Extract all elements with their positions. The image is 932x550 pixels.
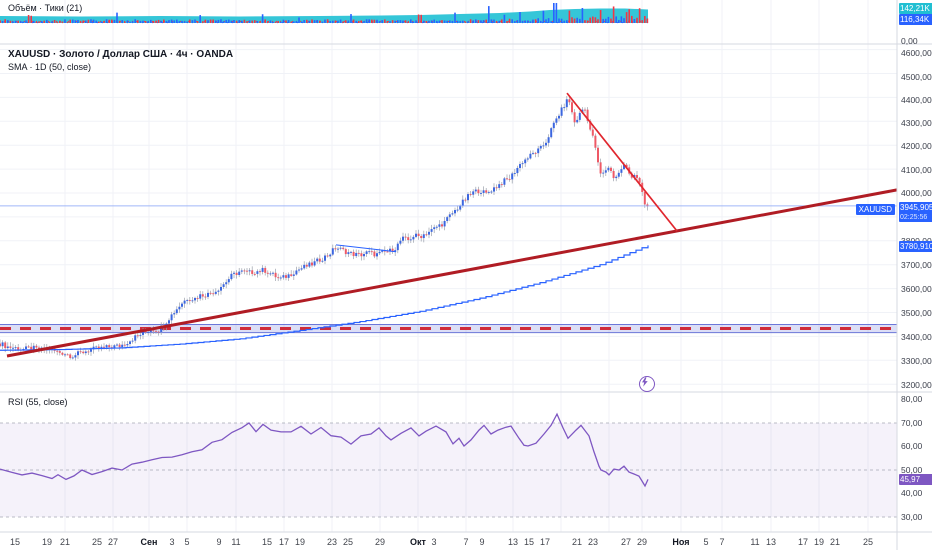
time-axis-label: 29 [374,537,386,547]
sma-line [0,245,649,351]
volume-indicator-label[interactable]: Объём · Тики (21) [8,3,83,13]
sma-value-badge: 3780,910 [899,241,932,252]
price-axis-label: 4000,000 [901,188,932,198]
time-axis-label: 29 [636,537,648,547]
sma-indicator-label[interactable]: SMA · 1D (50, close) [8,62,92,72]
time-axis-label: 23 [587,537,599,547]
rsi-value-badge: 45,97 [899,474,932,485]
time-axis-label: 27 [620,537,632,547]
last-price-value: 3945,905 [900,203,932,212]
rsi-legend: RSI (55, close) [8,397,68,407]
time-axis-label: 15 [523,537,535,547]
time-axis-label: 11 [231,537,241,547]
price-axis-label: 4500,000 [901,72,932,82]
descending-trendline[interactable] [566,92,678,232]
volume-value-badge: 116,34K [899,14,932,25]
mini-blue-trendline[interactable] [335,244,397,253]
time-axis-label: 17 [539,537,551,547]
rsi-axis-label: 30,00 [901,512,923,522]
time-axis-label: 19 [294,537,306,547]
volume-legend: Объём · Тики (21) [8,3,82,13]
ascending-trendline[interactable] [6,188,898,358]
last-price-badge: 3945,905 02:25:56 [899,202,932,222]
time-axis-label: 19 [813,537,825,547]
time-axis-label: 9 [479,537,485,547]
price-axis-label: 3500,000 [901,308,932,318]
symbol-price-label-badge: XAUUSD [855,204,895,215]
price-axis-label: 4200,000 [901,141,932,151]
time-axis-label: 21 [829,537,841,547]
rsi-axis-label: 40,00 [901,488,923,498]
time-axis-label: 17 [278,537,290,547]
time-axis-label: 19 [41,537,53,547]
rsi-axis-label: 70,00 [901,418,923,428]
time-axis-label: 5 [184,537,190,547]
time-axis-label: Сен [140,537,158,547]
main-legend: XAUUSD · Золото / Доллар США · 4ч · OAND… [8,49,233,72]
time-axis-label: 25 [342,537,354,547]
candlestick-series [0,95,649,361]
time-axis-label: 11 [750,537,760,547]
time-axis-label: 21 [571,537,583,547]
symbol-title[interactable]: XAUUSD · Золото / Доллар США · 4ч · OAND… [8,49,234,60]
price-axis-label: 3200,000 [901,380,932,390]
time-axis-label: 3 [169,537,175,547]
time-axis-label: 25 [91,537,103,547]
time-axis-label: 7 [719,537,725,547]
time-axis-label: 17 [797,537,809,547]
time-axis-label: 15 [261,537,273,547]
time-axis-label: 23 [326,537,338,547]
volume-series [0,3,649,24]
volume-ma-badge: 142,21K [899,3,932,14]
rsi-indicator-label[interactable]: RSI (55, close) [8,397,68,407]
time-axis-label: 25 [862,537,874,547]
time-axis-label: 5 [703,537,709,547]
price-axis-label: 0,00 [901,36,918,46]
time-axis-label: 9 [216,537,222,547]
time-axis-label: 13 [765,537,777,547]
time-axis-label: Ноя [672,537,690,547]
price-axis-label: 3600,000 [901,284,932,294]
time-axis-label: 27 [107,537,119,547]
time-axis-label: Окт [410,537,426,547]
rsi-axis-label: 60,00 [901,441,923,451]
lightning-icon [642,377,648,387]
price-axis-label: 4100,000 [901,165,932,175]
rsi-band [0,422,897,518]
price-axis-label: 3400,000 [901,332,932,342]
rsi-line [0,412,649,488]
time-axis-label: 13 [507,537,519,547]
time-axis-label: 21 [59,537,71,547]
rsi-axis-label: 50,00 [901,465,923,475]
grid [0,0,897,532]
price-axis-label: 3300,000 [901,356,932,366]
price-axis-label: 4600,000 [901,48,932,58]
rsi-axis-label: 80,00 [901,394,923,404]
price-axis-label: 3700,000 [901,260,932,270]
time-axis-label: 15 [9,537,21,547]
time-axis-label: 7 [463,537,469,547]
price-axis-label: 4300,000 [901,118,932,128]
price-axis-label: 4400,000 [901,95,932,105]
time-axis-label: 3 [431,537,437,547]
bar-countdown: 02:25:56 [900,214,928,221]
lightning-marker[interactable] [639,376,655,392]
